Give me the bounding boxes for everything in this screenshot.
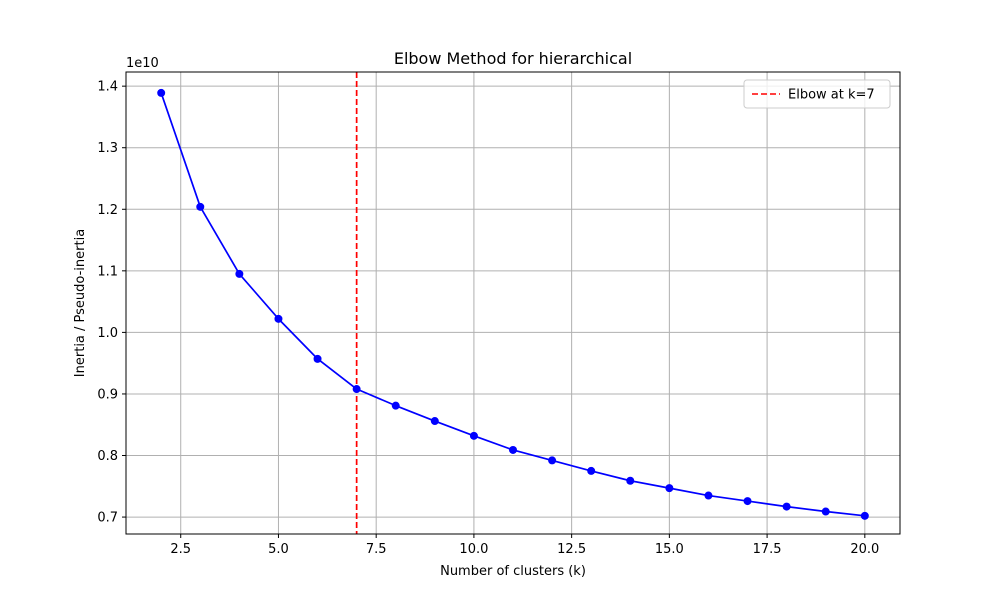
data-point <box>860 511 869 520</box>
x-tick-label: 12.5 <box>557 542 586 557</box>
data-point <box>665 484 674 493</box>
chart-title: Elbow Method for hierarchical <box>394 49 632 68</box>
data-point <box>157 88 166 97</box>
data-point <box>704 491 713 500</box>
data-point <box>430 417 439 426</box>
data-point <box>391 401 400 410</box>
x-axis-label: Number of clusters (k) <box>440 564 586 579</box>
y-tick-label: 0.8 <box>97 449 118 464</box>
plot-frame <box>125 71 901 535</box>
data-point <box>626 476 635 485</box>
data-point <box>313 354 322 363</box>
data-point <box>743 497 752 506</box>
data-point <box>196 202 205 211</box>
data-point <box>821 507 830 516</box>
y-tick-label: 0.9 <box>97 387 118 402</box>
legend: Elbow at k=7 <box>743 79 891 109</box>
x-tick-label: 2.5 <box>170 542 191 557</box>
data-point <box>509 445 517 454</box>
y-axis-label: Inertia / Pseudo-inertia <box>73 229 88 377</box>
data-point <box>469 431 478 440</box>
y-tick-label: 1.0 <box>97 326 118 341</box>
y-tick-label: 1.1 <box>97 264 118 279</box>
x-axis: 2.5 5.0 7.5 10.0 12.5 15.0 17.5 20.0 <box>170 534 879 557</box>
x-tick-label: 5.0 <box>268 542 289 557</box>
y-tick-label: 1.2 <box>97 203 118 218</box>
data-point <box>548 456 557 465</box>
x-tick-label: 20.0 <box>850 542 879 557</box>
y-axis: 0.7 0.8 0.9 1.0 1.1 1.2 1.3 1.4 <box>97 80 126 526</box>
y-tick-label: 1.4 <box>97 80 118 95</box>
x-tick-label: 10.0 <box>459 542 488 557</box>
data-point <box>782 502 791 511</box>
x-tick-label: 15.0 <box>655 542 684 557</box>
data-point <box>352 385 361 394</box>
legend-box <box>743 79 891 109</box>
plot-area <box>157 72 869 534</box>
y-tick-label: 0.7 <box>97 511 118 526</box>
legend-label-elbow: Elbow at k=7 <box>788 88 875 103</box>
y-tick-label: 1.3 <box>97 141 118 156</box>
x-tick-label: 17.5 <box>753 542 782 557</box>
data-point <box>587 466 596 475</box>
grid <box>126 72 900 534</box>
data-point <box>235 269 244 278</box>
y-axis-offset-label: 1e10 <box>126 56 159 71</box>
data-point <box>274 314 283 323</box>
x-tick-label: 7.5 <box>366 542 387 557</box>
